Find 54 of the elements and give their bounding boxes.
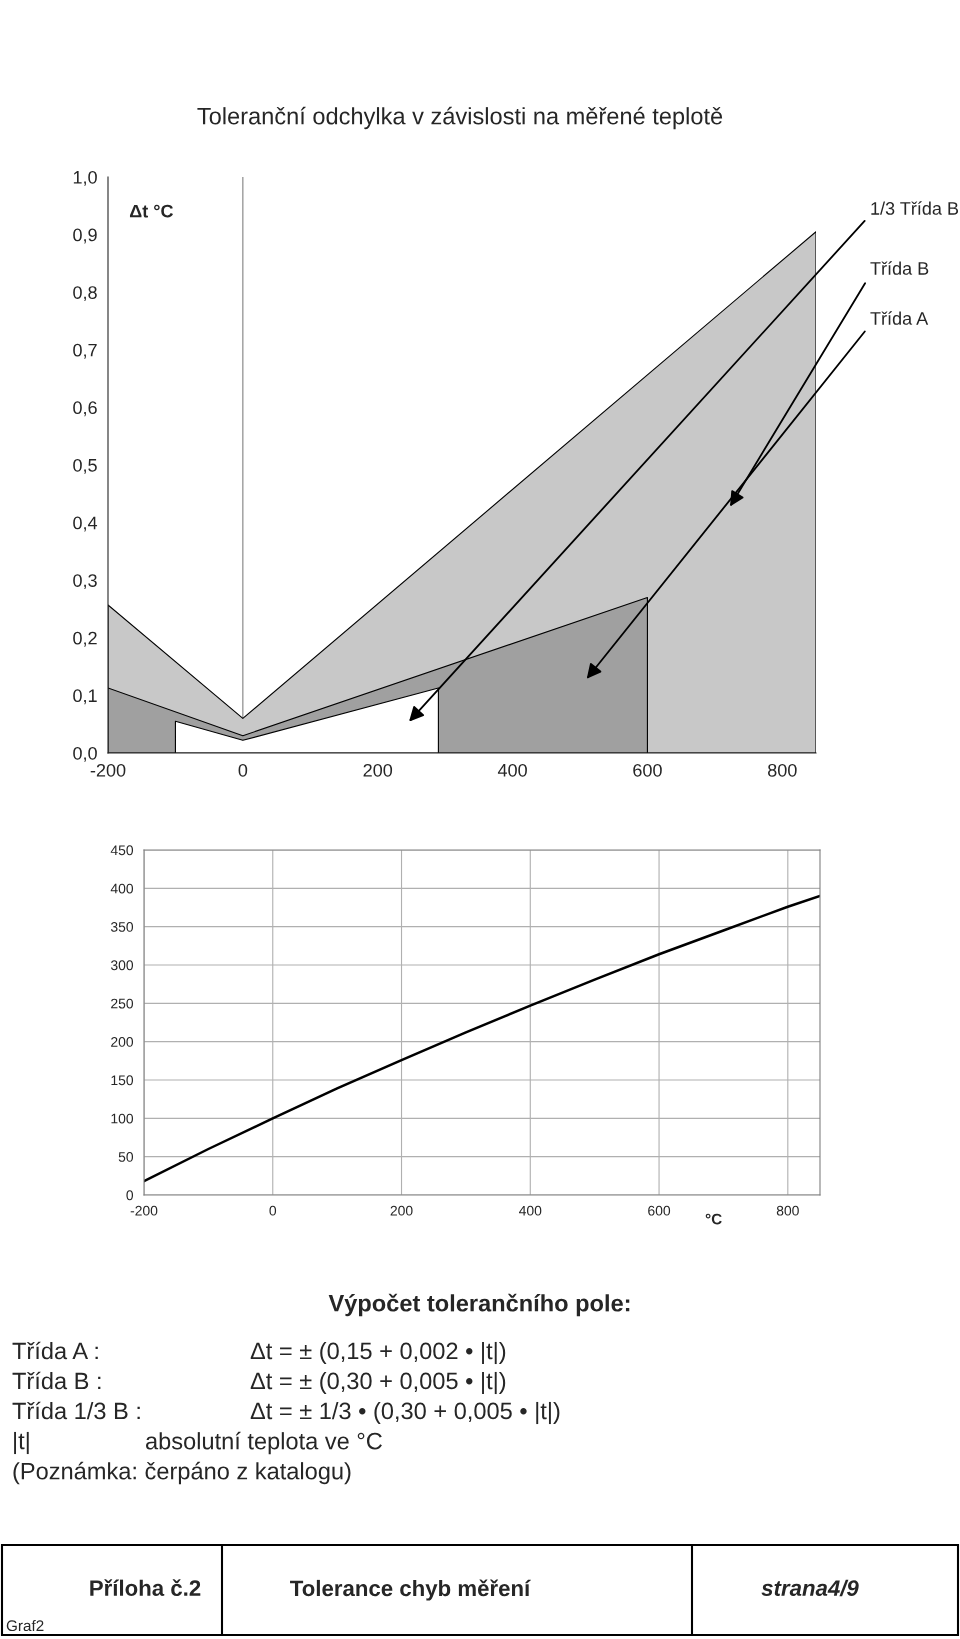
text: strana4/9 bbox=[761, 1579, 859, 1597]
text: Příloha č.2 bbox=[90, 1579, 201, 1596]
y-axis-title: Δt °C bbox=[129, 204, 174, 218]
y-tick-label: 0,3 bbox=[73, 574, 97, 590]
text: Třída B bbox=[870, 261, 929, 275]
chart-title: Toleranční odchylka v závislosti na měřené teplotě bbox=[197, 106, 723, 130]
y-tick-label: 0,1 bbox=[73, 689, 97, 705]
text: (Poznámka: čerpáno z katalogu) bbox=[13, 1461, 351, 1485]
x-tick-label: 800 bbox=[768, 763, 797, 777]
text: Tolerance chyb měření bbox=[290, 1579, 531, 1601]
y-tick-label: 200 bbox=[111, 1037, 134, 1047]
x-tick-label: 400 bbox=[497, 763, 527, 777]
y-tick-label: 450 bbox=[110, 845, 134, 856]
y-tick-label: 0,0 bbox=[73, 746, 97, 762]
text: Δt = ± 1/3 • (0,30 + 0,005 • |t|) bbox=[250, 1401, 560, 1425]
text: Δt = ± (0,15 + 0,002 • |t|) bbox=[250, 1341, 506, 1365]
x-tick-label: -200 bbox=[90, 763, 126, 777]
y-tick-label: 250 bbox=[111, 998, 134, 1009]
text: Třída 1/3 B : bbox=[12, 1401, 140, 1420]
y-tick-label: 0,7 bbox=[73, 343, 97, 359]
text: Výpočet tolerančního pole: bbox=[328, 1293, 630, 1317]
y-tick-label: 0,8 bbox=[73, 286, 97, 302]
y-tick-label: 0,9 bbox=[73, 228, 97, 244]
y-tick-label: 100 bbox=[111, 1113, 134, 1124]
x-tick-label: 0 bbox=[269, 1205, 277, 1216]
y-tick-label: 400 bbox=[110, 883, 134, 894]
text: Třída B : bbox=[12, 1371, 101, 1390]
x-tick-label: 400 bbox=[519, 1205, 542, 1216]
y-tick-label: 0,5 bbox=[73, 458, 97, 474]
x-tick-label: 800 bbox=[776, 1205, 799, 1216]
text: Δt = ± (0,30 + 0,005 • |t|) bbox=[250, 1371, 506, 1395]
text: Graf2 bbox=[6, 1619, 44, 1632]
x-tick-label: 200 bbox=[363, 763, 393, 777]
y-tick-label: 350 bbox=[110, 922, 134, 932]
text: |t| bbox=[14, 1431, 29, 1455]
x-tick-label: 200 bbox=[390, 1205, 413, 1216]
text: 1/3 Třída B bbox=[871, 201, 959, 215]
text: absolutní teplota ve °C bbox=[146, 1431, 382, 1455]
x-tick-label: -200 bbox=[130, 1205, 158, 1216]
text: Třída A : bbox=[12, 1341, 98, 1360]
y-tick-label: 0,6 bbox=[73, 401, 97, 417]
y-tick-label: 300 bbox=[110, 960, 134, 971]
y-tick-label: 0,4 bbox=[73, 516, 98, 532]
x-tick-label: 600 bbox=[648, 1205, 671, 1216]
x-tick-label: 600 bbox=[633, 763, 662, 777]
text: Třída A bbox=[870, 311, 929, 325]
line-series bbox=[144, 894, 820, 1183]
y-tick-label: 150 bbox=[111, 1075, 134, 1086]
x-axis-title: °C bbox=[705, 1213, 722, 1225]
y-tick-label: 0 bbox=[126, 1190, 134, 1201]
y-tick-label: 0,2 bbox=[73, 631, 97, 647]
y-tick-label: 1,0 bbox=[73, 170, 97, 186]
x-tick-label: 0 bbox=[238, 763, 248, 777]
y-tick-label: 50 bbox=[118, 1152, 134, 1162]
